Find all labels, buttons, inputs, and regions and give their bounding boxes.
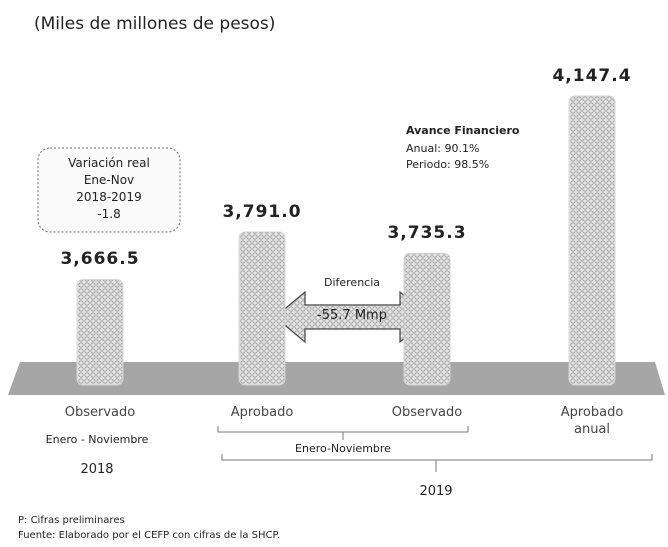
footnote: Fuente: Elaborado por el CEFP con cifras…	[18, 530, 281, 541]
avance-title: Avance Financiero	[406, 124, 520, 137]
group-year: 2018	[80, 462, 114, 477]
brackets	[217, 426, 653, 472]
group-label: Enero-Noviembre	[295, 442, 391, 455]
variation-line: -1.8	[97, 207, 121, 221]
group-label: Enero - Noviembre	[45, 433, 149, 446]
category-label: Aprobado	[230, 405, 294, 420]
footnote: P: Cifras preliminares	[18, 515, 125, 526]
difference-label: Diferencia	[323, 276, 381, 289]
value-label: 3,666.5	[60, 249, 140, 270]
bar	[76, 278, 124, 386]
variation-line: Variación real	[68, 156, 150, 170]
platform	[8, 362, 665, 395]
bar	[403, 252, 451, 386]
bar	[568, 95, 616, 386]
bar	[238, 231, 286, 386]
difference-text: -55.7 Mmp	[317, 308, 387, 323]
category-label: Observado	[64, 405, 136, 420]
variation-line: Ene-Nov	[83, 173, 135, 187]
group-year: 2019	[419, 484, 453, 499]
variation-box	[37, 147, 181, 233]
category-label: Aprobado anual	[560, 405, 624, 437]
avance-line: Anual: 90.1%	[406, 142, 480, 155]
subtitle: (Miles de millones de pesos)	[34, 14, 276, 34]
value-label: 4,147.4	[552, 65, 632, 86]
variation-line: 2018-2019	[76, 190, 142, 204]
avance-line: Periodo: 98.5%	[406, 158, 490, 171]
category-label: Observado	[391, 405, 463, 420]
value-label: 3,791.0	[222, 201, 302, 222]
value-label: 3,735.3	[387, 223, 467, 244]
